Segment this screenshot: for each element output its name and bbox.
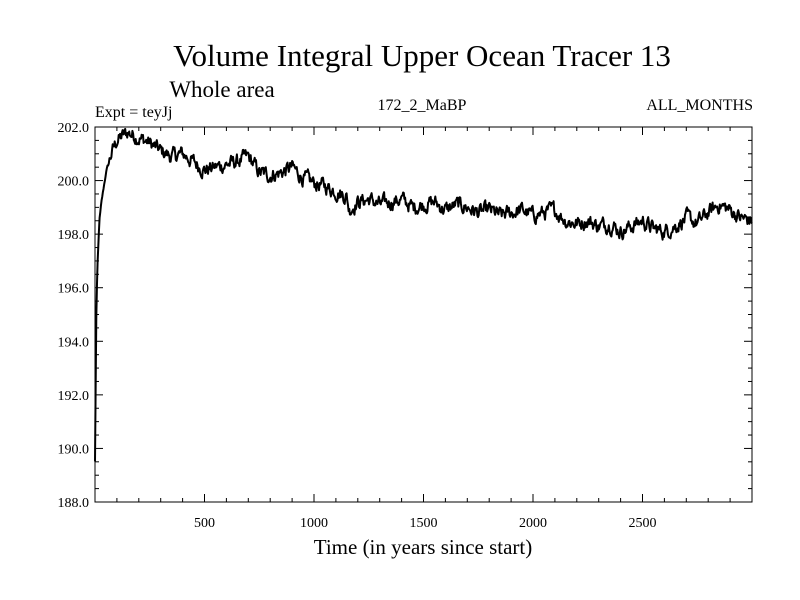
- chart-subtitle: Whole area: [169, 77, 274, 102]
- y-tick-label: 200.0: [58, 175, 90, 190]
- y-tick-label: 196.0: [58, 282, 90, 297]
- x-tick-label: 500: [194, 516, 215, 531]
- x-tick-label: 2500: [629, 516, 657, 531]
- x-axis-label: Time (in years since start): [314, 535, 533, 559]
- y-tick-label: 188.0: [58, 496, 90, 511]
- y-tick-label: 192.0: [58, 389, 90, 404]
- chart-title: Volume Integral Upper Ocean Tracer 13: [173, 38, 671, 73]
- x-tick-label: 1500: [410, 516, 438, 531]
- x-axis: 500 1000 1500 2000 2500: [116, 127, 731, 531]
- x-tick-label: 1000: [300, 516, 328, 531]
- y-tick-label: 202.0: [58, 121, 90, 136]
- y-tick-label: 194.0: [58, 335, 90, 350]
- run-label: 172_2_MaBP: [378, 97, 467, 114]
- x-tick-label: 2000: [519, 516, 547, 531]
- y-tick-label: 190.0: [58, 442, 90, 457]
- months-label: ALL_MONTHS: [646, 97, 753, 114]
- y-tick-label: 198.0: [58, 228, 90, 243]
- experiment-label: Expt = teyJj: [95, 104, 172, 121]
- series-line: [94, 127, 753, 462]
